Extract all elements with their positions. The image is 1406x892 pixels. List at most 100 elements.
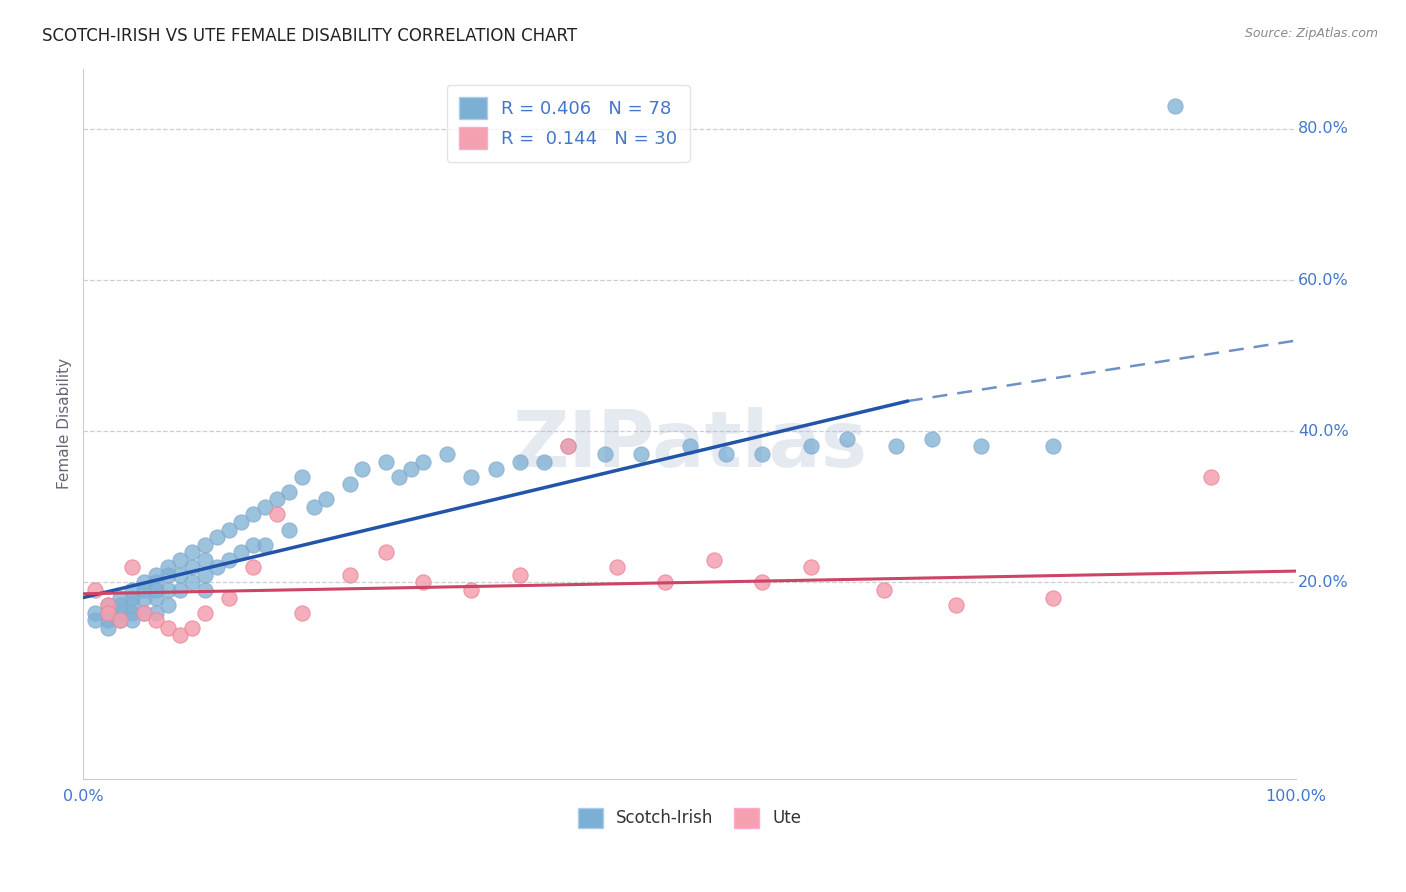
- Point: [205, 530, 228, 544]
- Point: [242, 508, 264, 522]
- Point: [229, 545, 252, 559]
- Point: [436, 447, 458, 461]
- Point: [145, 567, 167, 582]
- Point: [96, 598, 118, 612]
- Point: [266, 492, 288, 507]
- Point: [121, 598, 143, 612]
- Legend: Scotch-Irish, Ute: Scotch-Irish, Ute: [571, 801, 807, 835]
- Point: [157, 567, 180, 582]
- Point: [509, 567, 531, 582]
- Point: [533, 454, 555, 468]
- Point: [169, 553, 191, 567]
- Point: [969, 439, 991, 453]
- Point: [678, 439, 700, 453]
- Text: 60.0%: 60.0%: [1298, 273, 1348, 287]
- Text: 40.0%: 40.0%: [1298, 424, 1348, 439]
- Point: [193, 538, 215, 552]
- Point: [121, 606, 143, 620]
- Y-axis label: Female Disability: Female Disability: [58, 359, 72, 490]
- Point: [254, 500, 277, 514]
- Point: [157, 582, 180, 597]
- Point: [290, 606, 312, 620]
- Point: [132, 582, 155, 597]
- Point: [96, 598, 118, 612]
- Point: [266, 508, 288, 522]
- Point: [837, 432, 859, 446]
- Point: [218, 591, 240, 605]
- Point: [412, 454, 434, 468]
- Point: [339, 477, 361, 491]
- Point: [630, 447, 652, 461]
- Point: [254, 538, 277, 552]
- Point: [399, 462, 422, 476]
- Point: [181, 575, 204, 590]
- Point: [945, 598, 967, 612]
- Point: [375, 454, 398, 468]
- Point: [593, 447, 616, 461]
- Point: [751, 575, 773, 590]
- Point: [145, 613, 167, 627]
- Point: [169, 582, 191, 597]
- Text: SCOTCH-IRISH VS UTE FEMALE DISABILITY CORRELATION CHART: SCOTCH-IRISH VS UTE FEMALE DISABILITY CO…: [42, 27, 578, 45]
- Point: [412, 575, 434, 590]
- Point: [193, 567, 215, 582]
- Point: [108, 598, 131, 612]
- Point: [108, 613, 131, 627]
- Point: [278, 484, 301, 499]
- Point: [352, 462, 374, 476]
- Point: [509, 454, 531, 468]
- Point: [703, 553, 725, 567]
- Point: [121, 613, 143, 627]
- Point: [96, 613, 118, 627]
- Point: [108, 606, 131, 620]
- Point: [654, 575, 676, 590]
- Point: [96, 621, 118, 635]
- Point: [108, 591, 131, 605]
- Point: [145, 582, 167, 597]
- Point: [157, 560, 180, 574]
- Point: [460, 582, 482, 597]
- Point: [145, 591, 167, 605]
- Point: [121, 560, 143, 574]
- Point: [157, 598, 180, 612]
- Point: [84, 613, 107, 627]
- Point: [181, 560, 204, 574]
- Point: [1199, 469, 1222, 483]
- Point: [205, 560, 228, 574]
- Point: [884, 439, 907, 453]
- Text: 20.0%: 20.0%: [1298, 575, 1348, 590]
- Point: [193, 606, 215, 620]
- Point: [121, 591, 143, 605]
- Point: [108, 613, 131, 627]
- Point: [181, 545, 204, 559]
- Point: [800, 439, 823, 453]
- Text: ZIPatlas: ZIPatlas: [512, 407, 868, 483]
- Point: [921, 432, 943, 446]
- Point: [606, 560, 628, 574]
- Point: [157, 621, 180, 635]
- Point: [1163, 99, 1185, 113]
- Point: [218, 553, 240, 567]
- Point: [302, 500, 325, 514]
- Point: [145, 575, 167, 590]
- Point: [290, 469, 312, 483]
- Point: [193, 553, 215, 567]
- Point: [315, 492, 337, 507]
- Text: 80.0%: 80.0%: [1298, 121, 1350, 136]
- Point: [121, 582, 143, 597]
- Point: [460, 469, 482, 483]
- Point: [84, 582, 107, 597]
- Point: [387, 469, 409, 483]
- Point: [84, 606, 107, 620]
- Point: [800, 560, 823, 574]
- Point: [132, 591, 155, 605]
- Point: [132, 606, 155, 620]
- Point: [169, 567, 191, 582]
- Point: [132, 606, 155, 620]
- Point: [193, 582, 215, 597]
- Point: [242, 538, 264, 552]
- Point: [557, 439, 579, 453]
- Point: [96, 606, 118, 620]
- Point: [229, 515, 252, 529]
- Point: [714, 447, 737, 461]
